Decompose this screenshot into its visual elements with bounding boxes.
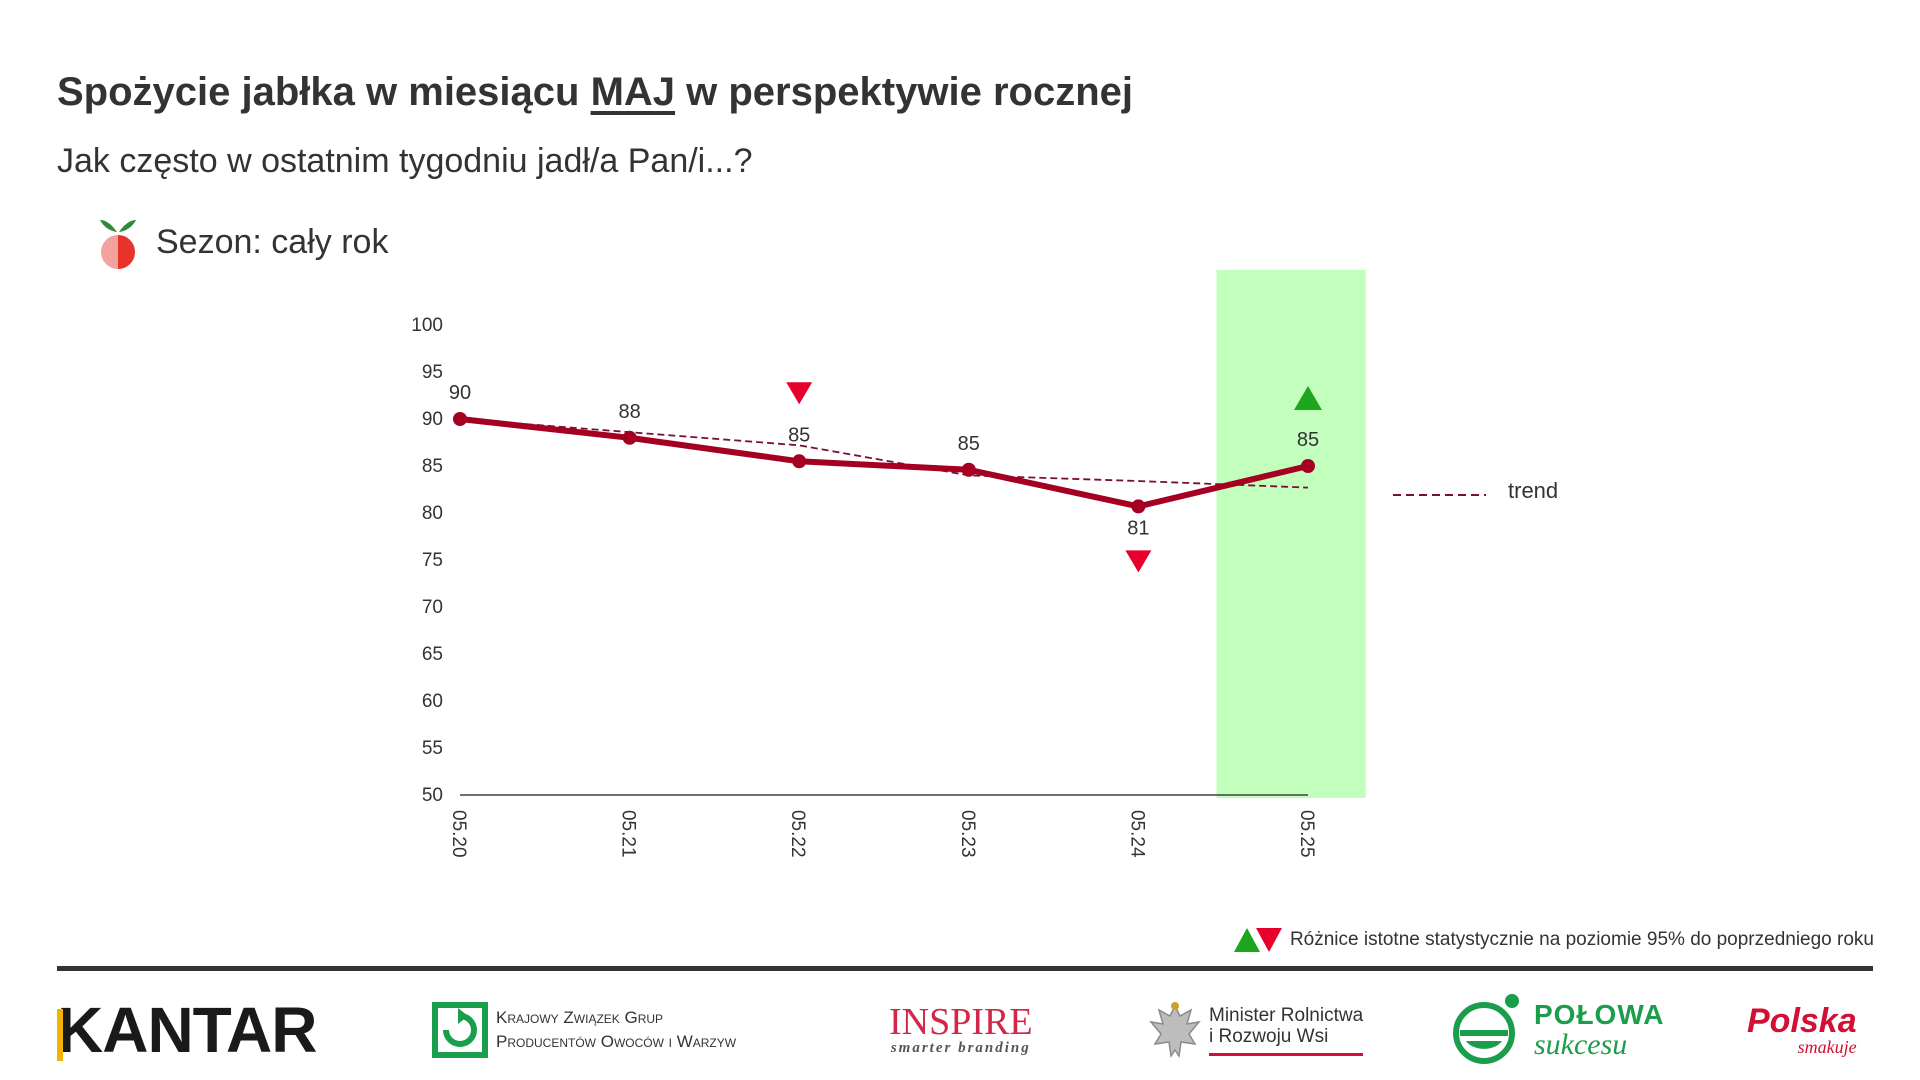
y-tick-label: 90 xyxy=(422,409,443,430)
data-point xyxy=(961,462,976,477)
kantar-logo: KANTAR xyxy=(57,990,317,1070)
kzgp-mark-icon xyxy=(432,1002,488,1058)
data-point xyxy=(622,430,637,445)
data-labels: 90 88 85 85 81 85 xyxy=(449,382,1319,539)
inspire-logo: INSPIRE smarter branding xyxy=(889,990,1033,1070)
x-tick-label: 05.20 xyxy=(448,810,469,858)
data-label: 88 xyxy=(618,401,640,423)
trend-line xyxy=(459,418,1309,489)
significance-triangles-icon xyxy=(1233,928,1282,952)
footnote-text: Różnice istotne statystycznie na poziomi… xyxy=(1289,929,1874,950)
title-post: w perspektywie rocznej xyxy=(675,70,1133,114)
data-point xyxy=(1131,499,1146,514)
title-pre: Spożycie jabłka w miesiącu xyxy=(57,70,591,114)
polowa-sukcesu-logo: POŁOWA sukcesu xyxy=(1450,990,1664,1070)
y-tick-label: 60 xyxy=(422,691,443,712)
data-point xyxy=(1301,459,1315,473)
data-label: 81 xyxy=(1127,517,1149,539)
title-month: MAJ xyxy=(590,70,676,114)
data-label: 85 xyxy=(788,424,810,446)
data-label: 85 xyxy=(958,433,980,455)
significance-down-marker xyxy=(786,382,813,405)
season-label: Sezon: cały rok xyxy=(156,222,389,261)
legend-trend-label: trend xyxy=(1508,478,1558,503)
minister-line2: i Rozwoju Wsi xyxy=(1209,1025,1329,1047)
polska-line1: Polska xyxy=(1747,1002,1857,1040)
data-point xyxy=(453,412,467,426)
kzgp-line2: Producentów Owoców i Warzyw xyxy=(496,1032,737,1051)
minister-line1: Minister Rolnictwa xyxy=(1209,1004,1364,1026)
y-tick-label: 70 xyxy=(422,597,443,618)
x-axis: 05.20 05.21 05.22 05.23 05.24 05.25 xyxy=(448,810,1317,858)
data-label: 85 xyxy=(1297,429,1319,451)
y-tick-label: 100 xyxy=(411,315,443,336)
polowa-line2: sukcesu xyxy=(1534,1028,1628,1061)
x-tick-label: 05.25 xyxy=(1296,810,1317,858)
polowa-mark-icon xyxy=(1453,994,1519,1064)
y-axis: 50 55 60 65 70 75 80 85 90 95 100 xyxy=(411,315,443,806)
minister-logo: Minister Rolnictwa i Rozwoju Wsi xyxy=(1147,990,1364,1070)
y-tick-label: 95 xyxy=(422,362,443,383)
kzgp-line1: Krajowy Związek Grup xyxy=(496,1008,664,1027)
x-tick-label: 05.23 xyxy=(957,810,978,858)
highlight-band xyxy=(1216,270,1366,798)
data-points xyxy=(453,412,1315,514)
footer-divider xyxy=(57,966,1873,971)
page-subtitle: Jak często w ostatnim tygodniu jadł/a Pa… xyxy=(57,142,753,180)
y-tick-label: 85 xyxy=(422,456,443,477)
polowa-line1: POŁOWA xyxy=(1534,999,1665,1030)
polska-line2: smakuje xyxy=(1797,1037,1857,1057)
x-tick-label: 05.24 xyxy=(1126,810,1147,858)
data-point xyxy=(792,454,807,469)
apple-icon xyxy=(100,220,136,269)
eagle-emblem-icon xyxy=(1149,1002,1201,1059)
x-tick-label: 05.21 xyxy=(618,810,639,858)
y-tick-label: 50 xyxy=(422,785,443,806)
significance-down-marker xyxy=(1125,550,1152,573)
y-tick-label: 75 xyxy=(422,550,443,571)
kantar-logo-text: KANTAR xyxy=(57,994,317,1066)
inspire-tagline: smarter branding xyxy=(890,1039,1031,1056)
y-tick-label: 55 xyxy=(422,738,443,759)
polska-smakuje-logo: Polska smakuje xyxy=(1747,990,1857,1070)
partner-logos: KANTAR Krajowy Związek Grup Producentów … xyxy=(57,990,1873,1070)
y-tick-label: 80 xyxy=(422,503,443,524)
data-label: 90 xyxy=(449,382,471,404)
y-tick-label: 65 xyxy=(422,644,443,665)
kzgp-logo: Krajowy Związek Grup Producentów Owoców … xyxy=(432,990,736,1070)
significance-markers xyxy=(786,382,1322,573)
page-title: Spożycie jabłka w miesiącu MAJ w perspek… xyxy=(57,70,1133,115)
significance-up-marker xyxy=(1294,386,1322,410)
legend: trend xyxy=(1393,478,1558,503)
x-tick-label: 05.22 xyxy=(787,810,808,858)
significance-footnote: Różnice istotne statystycznie na poziomi… xyxy=(1233,924,1874,956)
inspire-name: INSPIRE xyxy=(889,1000,1033,1043)
season-info: Sezon: cały rok xyxy=(98,212,388,272)
series-line xyxy=(457,416,1311,510)
